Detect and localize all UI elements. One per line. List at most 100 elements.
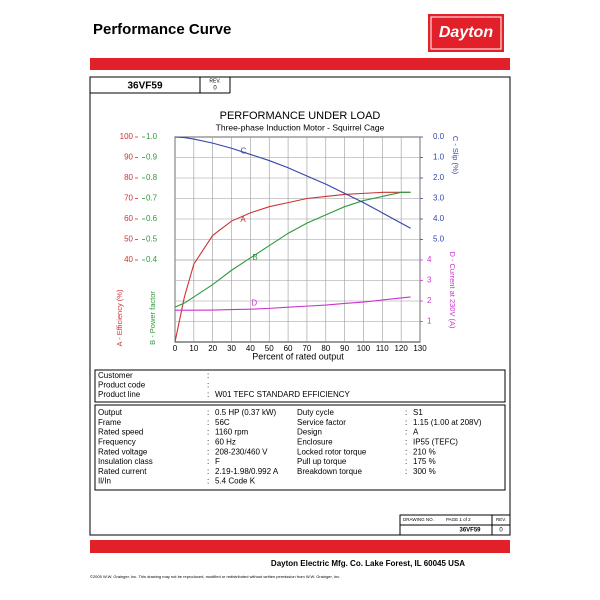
logo: Dayton <box>439 24 493 41</box>
field-value: 175 % <box>413 457 436 466</box>
separator: : <box>405 428 407 437</box>
field-label: Insulation class <box>98 457 153 466</box>
y-tick-label: 100 <box>120 132 134 141</box>
field-label: Frame <box>98 418 122 427</box>
field-label: Enclosure <box>297 438 333 447</box>
y-tick-label: 0.8 <box>146 173 158 182</box>
field-label: Pull up torque <box>297 457 347 466</box>
page-number: PAGE 1 of 2 <box>446 517 471 522</box>
separator: : <box>405 418 407 427</box>
y-tick-label: 90 <box>124 153 133 162</box>
separator: : <box>405 457 407 466</box>
specs-table: Output:0.5 HP (0.37 kW) Duty cycle: S1Fram… <box>98 408 482 486</box>
separator: : <box>405 408 407 417</box>
field-label: Output <box>98 408 123 417</box>
x-tick-label: 40 <box>246 344 255 353</box>
field-value: 60 Hz <box>215 438 236 447</box>
y-axis-label: B - Power factor <box>148 291 157 345</box>
field-label: Duty cycle <box>297 408 334 417</box>
y-tick-label: 40 <box>124 255 133 264</box>
x-tick-label: 100 <box>357 344 371 353</box>
x-tick-label: 110 <box>376 344 389 353</box>
y-tick-label: 3 <box>427 276 432 285</box>
field-value: A <box>413 428 419 437</box>
field-label: Frequency <box>98 438 136 447</box>
customer-box <box>94 369 506 403</box>
separator: : <box>405 438 407 447</box>
field-label: Design <box>297 428 322 437</box>
y-tick-label: 0.7 <box>146 194 158 203</box>
x-tick-label: 80 <box>321 344 330 353</box>
y-tick-label: 1.0 <box>433 153 445 162</box>
model: 36VF59 <box>127 81 162 92</box>
series-line <box>174 136 411 229</box>
field-value: S1 <box>413 408 423 417</box>
separator: : <box>207 457 209 466</box>
field-value: 208-230/460 V <box>215 447 268 456</box>
x-tick-label: 20 <box>208 344 217 353</box>
red-bar <box>90 58 510 70</box>
field-label: Rated voltage <box>98 447 148 456</box>
x-tick-label: 70 <box>302 344 311 353</box>
rev-label: REV. <box>496 517 506 522</box>
y-tick-label: 0.4 <box>146 255 158 264</box>
field-value: W01 TEFC STANDARD EFFICIENCY <box>215 390 350 399</box>
separator: : <box>207 438 209 447</box>
y-tick-label: 5.0 <box>433 235 445 244</box>
page-title: Performance Curve <box>93 21 231 38</box>
y-tick-label: 2 <box>427 296 432 305</box>
x-tick-label: 0 <box>173 344 178 353</box>
separator: : <box>207 418 209 427</box>
x-axis-label: Percent of rated output <box>252 351 344 361</box>
rev-label: REV. <box>209 78 220 84</box>
field-label: Locked rotor torque <box>297 447 367 456</box>
field-label: Rated speed <box>98 428 143 437</box>
y-tick-label: 3.0 <box>433 194 445 203</box>
y-tick-label: 4.0 <box>433 214 445 223</box>
field-label: Rated current <box>98 467 147 476</box>
field-value: 210 % <box>413 447 436 456</box>
x-tick-label: 90 <box>340 344 349 353</box>
separator: : <box>207 408 209 417</box>
field-label: Il/In <box>98 477 111 486</box>
logo-border <box>430 16 502 50</box>
field-value: 56C <box>215 418 230 427</box>
chart-title: PERFORMANCE UNDER LOAD <box>220 110 381 122</box>
rev: 0 <box>499 528 503 534</box>
separator: : <box>207 467 209 476</box>
y-tick-label: 70 <box>124 194 133 203</box>
x-tick-label: 10 <box>189 344 198 353</box>
customer-table: Customer: Product code: Product line: W01 T… <box>98 371 350 399</box>
field-value: 2.19-1.98/0.992 A <box>215 467 279 476</box>
y-tick-label: 50 <box>124 235 133 244</box>
chart: PERFORMANCE UNDER LOAD Three-phase Induc… <box>115 110 460 361</box>
red-bar <box>90 540 510 553</box>
separator: : <box>405 447 407 456</box>
x-tick-label: 50 <box>265 344 274 353</box>
field-label: Product line <box>98 390 141 399</box>
field-label: Breakdown torque <box>297 467 362 476</box>
y-tick-label: 2.0 <box>433 173 445 182</box>
y-axis-label: A - Efficiency (%) <box>115 289 124 346</box>
field-label: Customer <box>98 371 133 380</box>
y-tick-label: 1.0 <box>146 132 158 141</box>
y-tick-label: 0.6 <box>146 214 158 223</box>
series-line <box>175 296 411 311</box>
drawing-no-label: DRAWING NO. <box>403 517 434 522</box>
separator: : <box>207 477 209 486</box>
separator: : <box>207 381 209 390</box>
y-tick-label: 1 <box>427 317 432 326</box>
y-tick-label: 0.9 <box>146 153 158 162</box>
x-tick-label: 30 <box>227 344 236 353</box>
company: Dayton Electric Mfg. Co. Lake Forest, IL… <box>271 559 465 568</box>
field-value: 1160 rpm <box>215 428 249 437</box>
logo-box <box>428 14 504 52</box>
field-label: Product code <box>98 381 146 390</box>
series-line <box>174 191 411 308</box>
field-value: 5.4 Code K <box>215 477 256 486</box>
field-value: F <box>215 457 220 466</box>
series-label: B <box>252 253 257 262</box>
x-tick-label: 130 <box>413 344 427 353</box>
